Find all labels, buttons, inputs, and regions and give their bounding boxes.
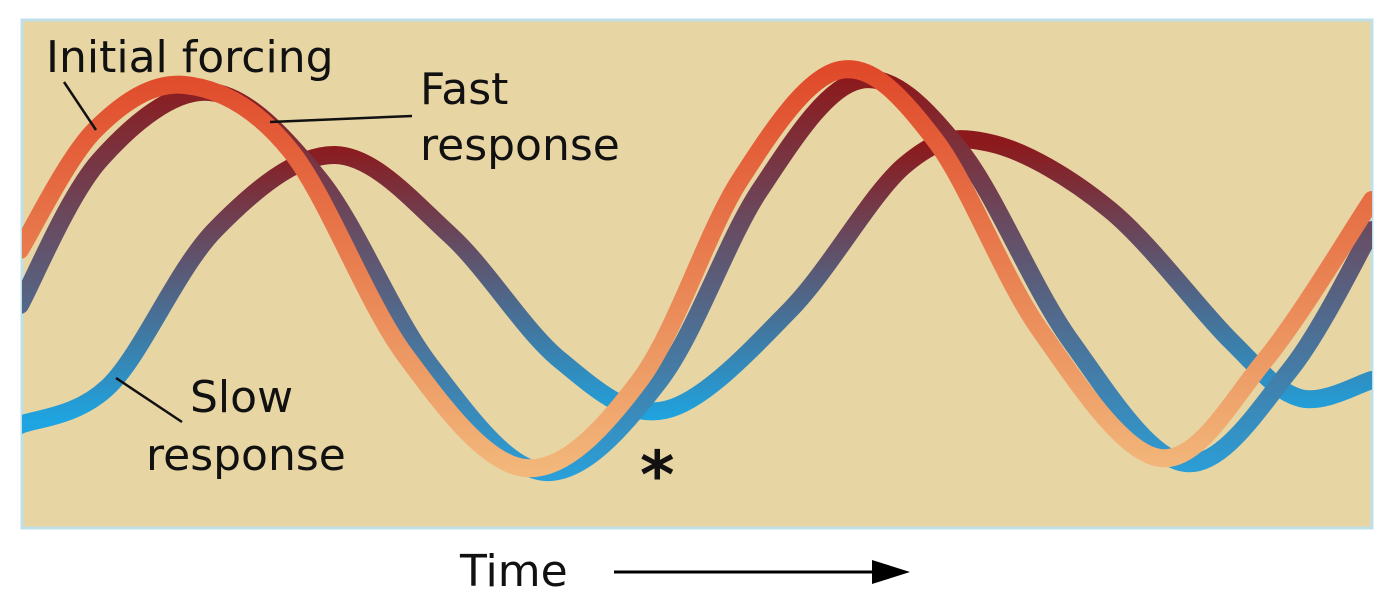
fast-response-leader-line	[269, 114, 413, 124]
fast-response-label-line2: response	[420, 120, 620, 171]
initial-forcing-curve	[22, 60, 1372, 478]
asterisk-marker: *	[640, 437, 675, 514]
fast-response-label-line1: Fast	[420, 64, 508, 115]
time-arrow-head	[872, 560, 910, 584]
initial-forcing-label: Initial forcing	[46, 32, 334, 83]
slow-response-label-line2: response	[146, 430, 346, 481]
slow-response-leader-line	[115, 376, 183, 424]
slow-response-curve	[22, 130, 1372, 434]
slow-response-label-line1: Slow	[190, 372, 293, 423]
time-axis-label: Time	[459, 546, 568, 597]
initial-forcing-leader-line	[62, 81, 98, 131]
